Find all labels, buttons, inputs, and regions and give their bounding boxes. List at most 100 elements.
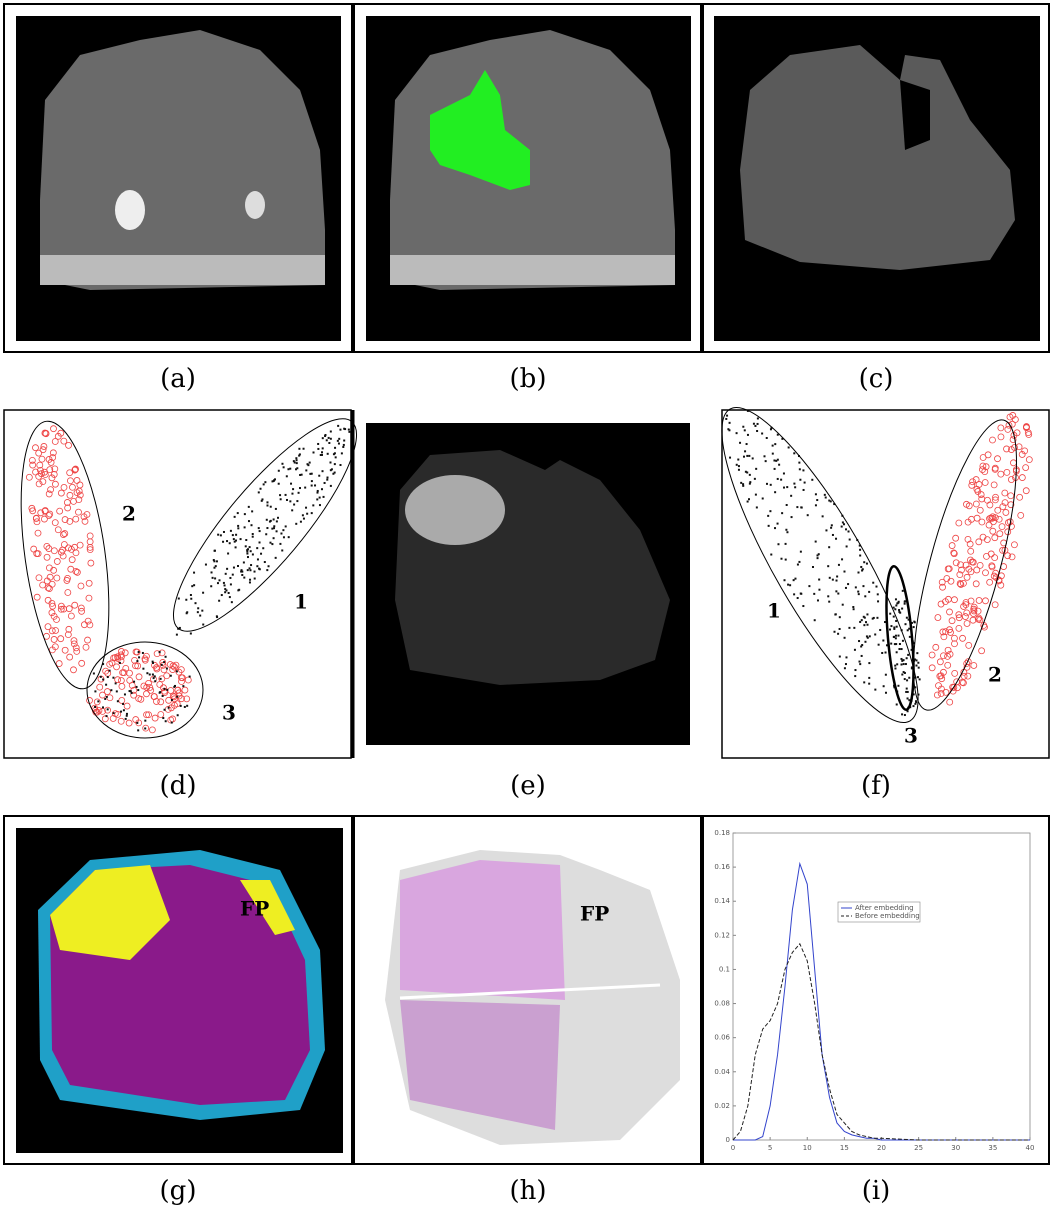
cluster-point [874,633,877,636]
cluster-point [226,540,229,543]
cluster-point [299,520,302,523]
cluster-point [884,651,887,654]
caption: (c) [859,364,894,394]
cluster-ellipse [172,418,358,632]
caption: (f) [861,771,891,801]
cluster-point [50,636,58,643]
cluster-point [838,627,841,630]
cluster-point [153,665,161,673]
cluster-point [859,554,862,557]
cluster-point [972,580,980,588]
cluster-point [952,534,960,542]
cluster-point [875,585,878,588]
cluster-point [163,687,166,690]
cluster-point [882,685,885,688]
cluster-point [803,481,806,484]
cluster-point [831,533,834,536]
x-tick-label: 40 [1026,1144,1035,1152]
cluster-point [950,549,958,557]
cluster-point [767,524,770,527]
cluster-point [780,478,783,481]
scan-detail [245,191,265,219]
scan-detail [900,80,930,150]
cluster-point [960,579,967,587]
cluster-point [897,634,900,637]
cluster-point [277,482,280,485]
cluster-point [170,721,173,724]
cluster-point [847,583,850,586]
cluster-point [858,544,861,547]
cluster-point [877,600,880,603]
cluster-point [892,635,895,638]
cluster-point [317,447,320,450]
cluster-point [833,630,836,633]
cluster-point [176,714,179,717]
cluster-point [951,634,958,642]
cluster-point [33,518,41,526]
cluster-point [808,585,811,588]
cluster-point [728,421,731,424]
cluster-point [339,428,342,431]
cluster-point [84,636,91,644]
cluster-point [770,426,773,429]
cluster-point [318,474,321,477]
cluster-point [48,609,56,617]
cluster-point [63,499,71,506]
cluster-point [816,554,819,557]
cluster-point [997,424,1005,432]
cluster-point [877,643,880,646]
cluster-point [277,469,280,472]
overlay [20,407,1033,739]
cluster-point [950,550,958,558]
cluster-point [162,717,165,720]
cluster-point [265,533,268,536]
cluster-point [928,664,936,672]
cluster-point [191,585,194,588]
cluster-point [57,605,65,613]
cluster-point [201,609,204,612]
cluster-point [908,676,911,679]
cluster-point [990,481,998,489]
cluster-point [210,585,213,588]
cluster-point [330,468,333,471]
cluster-point [317,442,320,445]
cluster-point [1018,451,1026,458]
x-tick-label: 30 [951,1144,960,1152]
cluster-point [214,577,217,580]
cluster-point [989,436,996,444]
cluster-point [298,447,301,450]
cluster-point [778,463,781,466]
cluster-point [269,541,272,544]
cluster-point [902,659,905,662]
cluster-point [900,648,903,651]
cluster-point [262,547,265,550]
cluster-point [769,483,772,486]
cluster-point [960,603,967,610]
cluster-point [160,663,163,666]
cluster-point [85,594,93,602]
cluster-point [868,682,871,685]
cluster-point [44,584,52,592]
cluster-point [295,457,298,460]
cluster-point [793,482,796,485]
cluster-point [951,669,959,677]
cluster-point [72,515,80,523]
cluster-point [77,582,85,590]
cluster-point [137,689,140,692]
cluster-point [838,655,841,658]
cluster-point [182,685,185,688]
cluster-point [997,470,1005,478]
cluster-point [903,678,906,681]
cluster-point [332,453,335,456]
cluster-point [46,510,54,518]
cluster-point [123,702,131,710]
cluster-point [970,607,978,615]
cluster-point [767,514,770,517]
cluster-point [338,437,341,440]
tissue-cut [399,983,661,1000]
cluster-point [64,631,72,639]
cluster-point [996,530,1004,538]
cluster-point [334,456,337,459]
cluster-point [316,498,319,501]
legend-box [837,901,921,923]
